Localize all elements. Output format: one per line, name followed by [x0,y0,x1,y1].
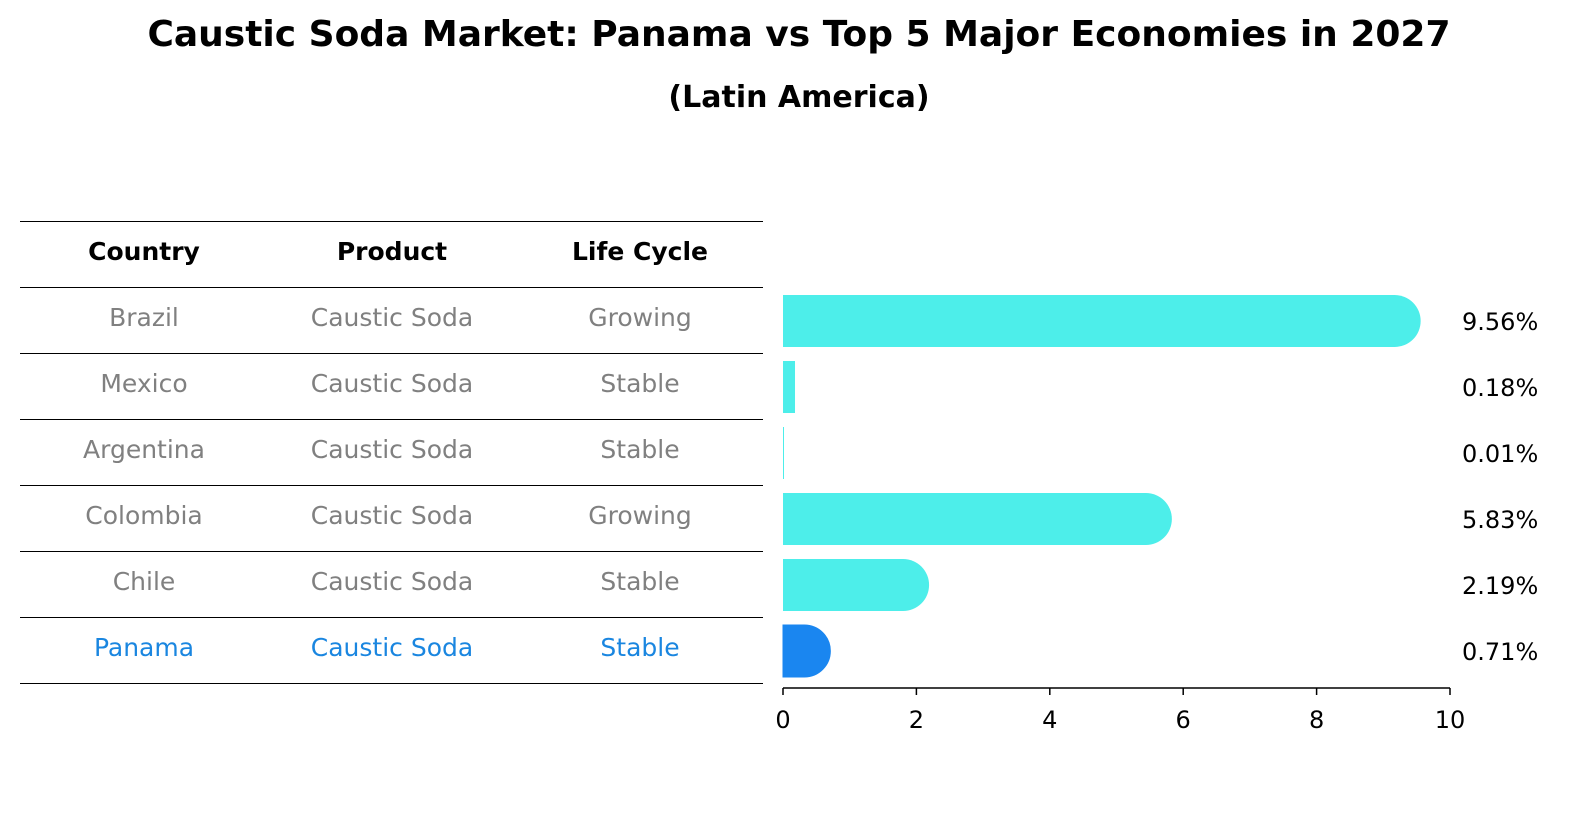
table-cell-life-cycle: Stable [600,633,680,662]
bar-brazil [783,295,1421,347]
table-cell-country: Brazil [109,303,179,332]
table-cell-life-cycle: Stable [600,435,680,464]
bar-value-label: 0.18% [1462,374,1538,402]
x-tick-label: 6 [1176,706,1191,734]
table-cell-product: Caustic Soda [310,501,474,530]
bar-value-label: 9.56% [1462,308,1538,336]
bar-chile [783,559,930,611]
table-header-product: Product [336,237,448,266]
chart-subtitle: (Latin America) [668,80,930,115]
table-cell-country: Colombia [85,501,203,530]
table-cell-product: Caustic Soda [310,435,474,464]
table-top-rule [20,221,763,222]
table-cell-life-cycle: Growing [588,501,692,530]
chart-title: Caustic Soda Market: Panama vs Top 5 Maj… [147,14,1451,55]
x-tick-label: 0 [775,706,790,734]
bar-mexico [783,361,796,413]
table-row-rule [20,683,763,684]
table-cell-product: Caustic Soda [310,633,474,662]
table-cell-country: Argentina [83,435,205,464]
bar-colombia [783,493,1172,545]
table-cell-product: Caustic Soda [310,567,474,596]
table-row-rule [20,419,763,420]
bar-panama [782,624,831,678]
table-header-country: Country [88,237,200,266]
bar-value-label: 0.71% [1462,638,1538,666]
x-tick-label: 8 [1309,706,1324,734]
table-cell-life-cycle: Stable [600,369,680,398]
table-row-rule [20,617,763,618]
x-tick-label: 4 [1042,706,1057,734]
bar-value-label: 2.19% [1462,572,1538,600]
bar-value-label: 0.01% [1462,440,1538,468]
table-cell-country: Chile [112,567,176,596]
table-row-rule [20,353,763,354]
x-tick-label: 2 [909,706,924,734]
table-header-rule [20,287,763,288]
bar-value-label: 5.83% [1462,506,1538,534]
table-row-rule [20,485,763,486]
table-cell-country: Panama [93,633,195,662]
table-cell-life-cycle: Growing [588,303,692,332]
table-cell-product: Caustic Soda [310,303,474,332]
bar-argentina [783,427,784,479]
table-cell-product: Caustic Soda [310,369,474,398]
table-cell-life-cycle: Stable [600,567,680,596]
table-header-life-cycle: Life Cycle [571,237,709,266]
table-row-rule [20,551,763,552]
table-cell-country: Mexico [100,369,188,398]
x-tick-label: 10 [1435,706,1466,734]
